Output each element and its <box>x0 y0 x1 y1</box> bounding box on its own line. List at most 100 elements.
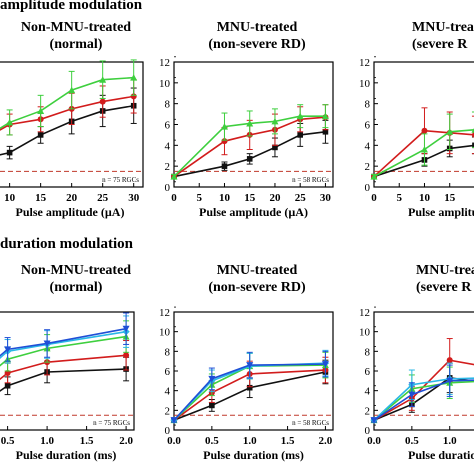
x-axis-label: Pulse amplitu <box>408 205 474 219</box>
y-tick-label: 10 <box>159 78 171 90</box>
x-tick-label: 0 <box>171 192 177 204</box>
y-tick-label: 8 <box>165 346 171 358</box>
series-line-green <box>173 364 326 421</box>
data-point-green <box>271 117 279 125</box>
data-point-red <box>421 127 428 134</box>
y-tick-label: 4 <box>365 386 371 398</box>
x-tick-label: 10 <box>219 192 231 204</box>
data-point-blue <box>370 417 378 424</box>
y-tick-label: 12 <box>159 57 170 69</box>
series-green <box>170 104 329 180</box>
x-axis-label: Pulse duratio <box>408 448 474 462</box>
y-tick-label: 0 <box>365 425 371 437</box>
y-tick-label: 8 <box>365 99 371 111</box>
series-black <box>371 136 474 180</box>
plot-frame <box>0 311 135 431</box>
plot-frame <box>173 61 334 188</box>
series-blue <box>170 350 329 424</box>
x-axis-label: Pulse duration (ms) <box>203 448 304 462</box>
y-tick-label: 2 <box>365 405 371 417</box>
data-point-blue <box>43 340 51 347</box>
plot-frame <box>0 61 144 188</box>
y-tick-label: 12 <box>359 57 370 69</box>
y-tick-label: 4 <box>365 140 371 152</box>
panel-title-d2-line1: MNU-treated <box>216 263 298 278</box>
x-tick-label: 1.0 <box>443 435 457 447</box>
x-tick-label: 2.0 <box>319 435 333 447</box>
data-point-green <box>296 112 304 120</box>
sample-size-note: n = 75 RGCs <box>93 419 130 427</box>
x-tick-label: 1.5 <box>80 435 94 447</box>
x-tick-label: 0.0 <box>167 435 181 447</box>
data-point-green <box>130 74 138 81</box>
sample-size-note: n = 75 RGCs <box>102 176 139 184</box>
data-point-black <box>221 163 228 169</box>
y-tick-label: 6 <box>165 366 171 378</box>
panel-title-d3: MNU-trea (severe R <box>416 262 474 296</box>
panel-title-d2: MNU-treated (non-severe RD) <box>172 262 342 296</box>
series-line-red <box>173 116 326 178</box>
data-point-black <box>37 132 44 138</box>
series-line-black <box>173 130 326 178</box>
series-line-cyan <box>0 330 127 360</box>
x-tick-label: 0.5 <box>405 435 419 447</box>
y-tick-label: 0 <box>365 182 371 194</box>
series-line-green <box>0 335 127 367</box>
series-line-red <box>0 354 127 381</box>
data-point-green <box>420 146 428 153</box>
data-point-blue <box>4 346 12 353</box>
data-point-black <box>6 149 13 156</box>
y-tick-label: 2 <box>165 405 171 417</box>
series-green <box>0 59 138 136</box>
data-point-blue <box>122 325 130 333</box>
series-line-blue <box>373 379 474 421</box>
series-blue <box>370 364 474 424</box>
y-tick-label: 0 <box>165 425 171 437</box>
y-tick-label: 6 <box>165 120 171 132</box>
x-tick-label: 30 <box>128 192 140 204</box>
data-point-green <box>37 107 45 114</box>
panel-title-d3-line2: (severe R <box>416 280 472 295</box>
x-tick-label: 0.5 <box>205 435 219 447</box>
panel-title-d1: Non-MNU-treated (normal) <box>0 262 156 296</box>
x-tick-label: 1.0 <box>243 435 257 447</box>
series-line-green <box>373 380 474 421</box>
x-tick-label: 25 <box>295 192 307 204</box>
panel-title-d3-line1: MNU-trea <box>416 263 474 278</box>
x-tick-label: 0.5 <box>1 435 15 447</box>
x-tick-label: 25 <box>97 192 109 204</box>
sample-size-note: n = 58 RGCs <box>292 419 329 427</box>
series-line-black <box>373 377 474 421</box>
data-point-red <box>471 132 474 138</box>
series-line-black <box>373 144 474 178</box>
y-tick-label: 6 <box>365 120 371 132</box>
data-point-green <box>170 173 178 180</box>
data-point-green <box>220 123 228 130</box>
data-point-red <box>446 357 453 364</box>
series-line-cyan <box>373 377 474 421</box>
series-line-black <box>0 104 134 156</box>
data-point-blue <box>170 417 178 424</box>
y-tick-label: 2 <box>365 161 371 173</box>
data-point-black <box>472 142 474 149</box>
x-tick-label: 10 <box>419 192 431 204</box>
data-point-green <box>446 128 454 135</box>
data-point-black <box>322 128 329 135</box>
data-point-black <box>272 144 278 151</box>
series-line-red <box>0 95 134 131</box>
panel-title-d2-line2: (non-severe RD) <box>208 280 306 295</box>
x-tick-label: 2.0 <box>119 435 133 447</box>
panel-title-a1-line2: (normal) <box>49 37 103 52</box>
data-point-blue <box>446 377 454 385</box>
series-red <box>371 107 474 180</box>
series-line-green <box>373 128 474 178</box>
x-tick-label: 5 <box>396 192 402 204</box>
series-line-red <box>173 369 326 421</box>
data-point-green <box>99 76 107 83</box>
y-tick-label: 8 <box>365 346 371 358</box>
chart-panel-2: 0 2 4 6 8 10 12 0 5 10 15 20 25 30 Pulse amplitude (µA… <box>159 56 334 219</box>
data-point-blue <box>246 362 254 369</box>
